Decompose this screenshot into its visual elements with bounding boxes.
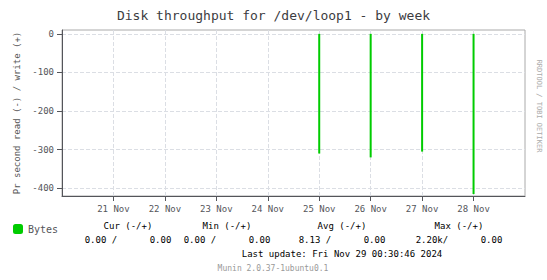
svg-text:27 Nov: 27 Nov [406, 204, 439, 214]
svg-text:0.00 / 0.00: 0.00 / 0.00 [184, 235, 271, 245]
svg-text:Min (-/+): Min (-/+) [203, 221, 252, 231]
svg-text:Max (-/+): Max (-/+) [435, 221, 484, 231]
svg-text:Bytes: Bytes [28, 224, 58, 235]
svg-text:21 Nov: 21 Nov [97, 204, 130, 214]
svg-text:8.13 / 0.00: 8.13 / 0.00 [299, 235, 386, 245]
svg-text:RRDTOOL / TOBI OETIKER: RRDTOOL / TOBI OETIKER [535, 60, 543, 154]
svg-text:Last update: Fri Nov 29 00:30:: Last update: Fri Nov 29 00:30:46 2024 [242, 249, 442, 259]
svg-text:0.00 / 0.00: 0.00 / 0.00 [85, 235, 172, 245]
svg-text:Disk throughput for /dev/loop1: Disk throughput for /dev/loop1 - by week [117, 8, 430, 23]
svg-text:-100: -100 [32, 67, 54, 77]
svg-text:-400: -400 [32, 183, 54, 193]
svg-text:Pr second read (-) / write (+): Pr second read (-) / write (+) [12, 32, 22, 195]
svg-text:23 Nov: 23 Nov [200, 204, 233, 214]
svg-text:Munin 2.0.37-1ubuntu0.1: Munin 2.0.37-1ubuntu0.1 [218, 264, 329, 273]
svg-text:Cur (-/+): Cur (-/+) [104, 221, 153, 231]
svg-text:-200: -200 [32, 106, 54, 116]
svg-text:24 Nov: 24 Nov [252, 204, 285, 214]
svg-text:22 Nov: 22 Nov [149, 204, 182, 214]
svg-text:28 Nov: 28 Nov [457, 204, 490, 214]
svg-text:Avg (-/+): Avg (-/+) [318, 221, 367, 231]
svg-text:26 Nov: 26 Nov [354, 204, 387, 214]
svg-text:25 Nov: 25 Nov [303, 204, 336, 214]
svg-text:0: 0 [49, 29, 54, 39]
svg-text:-300: -300 [32, 145, 54, 155]
svg-text:2.20k/ 0.00: 2.20k/ 0.00 [416, 235, 503, 245]
